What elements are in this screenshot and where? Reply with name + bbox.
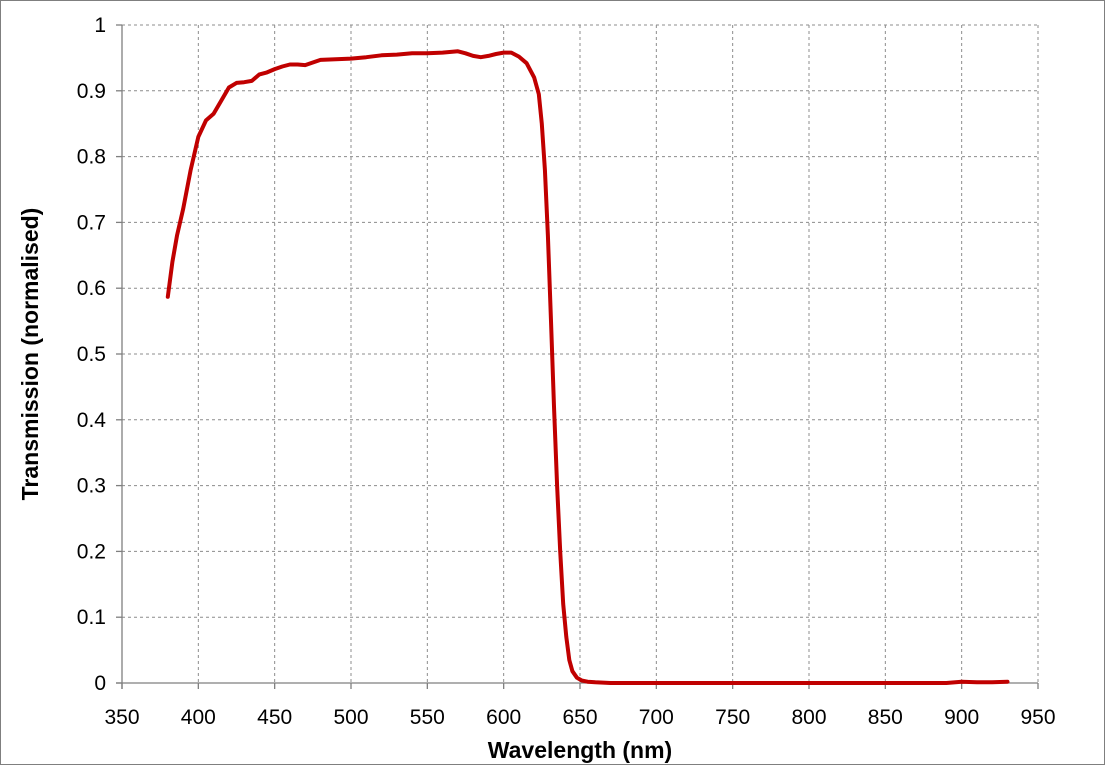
x-tick-label-900: 900 bbox=[944, 706, 979, 729]
series-line-0 bbox=[165, 49, 1010, 685]
y-tick-label-0-6: 0.6 bbox=[77, 277, 106, 300]
x-tick-label-800: 800 bbox=[791, 706, 826, 729]
x-tick-label-850: 850 bbox=[868, 706, 903, 729]
y-tick-label-0-1: 0.1 bbox=[77, 606, 106, 629]
tick-labels: 350 400 450 500 550 600 650 700 750 800 850 900 950 0… bbox=[77, 14, 1056, 729]
y-tick-label-0-2: 0.2 bbox=[77, 540, 106, 563]
y-axis-title: Transmission (normalised) bbox=[17, 208, 43, 501]
x-tick-label-950: 950 bbox=[1020, 706, 1055, 729]
x-tick-label-600: 600 bbox=[486, 706, 521, 729]
x-tick-label-650: 650 bbox=[562, 706, 597, 729]
y-tick-label-0-8: 0.8 bbox=[77, 146, 106, 169]
y-tick-label-0-5: 0.5 bbox=[77, 343, 106, 366]
y-tick-label-0: 0 bbox=[94, 672, 106, 695]
x-tick-label-450: 450 bbox=[257, 706, 292, 729]
x-tick-label-350: 350 bbox=[104, 706, 139, 729]
grid-lines bbox=[122, 24, 1039, 683]
series-group bbox=[165, 49, 1010, 685]
x-axis-title: Wavelength (nm) bbox=[488, 737, 672, 763]
y-tick-label-0-4: 0.4 bbox=[77, 409, 107, 432]
x-tick-label-750: 750 bbox=[715, 706, 750, 729]
axes bbox=[116, 24, 1039, 689]
x-tick-label-500: 500 bbox=[333, 706, 368, 729]
x-tick-label-550: 550 bbox=[410, 706, 445, 729]
y-tick-label-0-3: 0.3 bbox=[77, 475, 106, 498]
x-tick-label-700: 700 bbox=[639, 706, 674, 729]
y-tick-label-0-9: 0.9 bbox=[77, 80, 106, 103]
y-tick-label-1: 1 bbox=[94, 14, 106, 37]
x-tick-label-400: 400 bbox=[181, 706, 216, 729]
y-tick-label-0-7: 0.7 bbox=[77, 211, 106, 234]
